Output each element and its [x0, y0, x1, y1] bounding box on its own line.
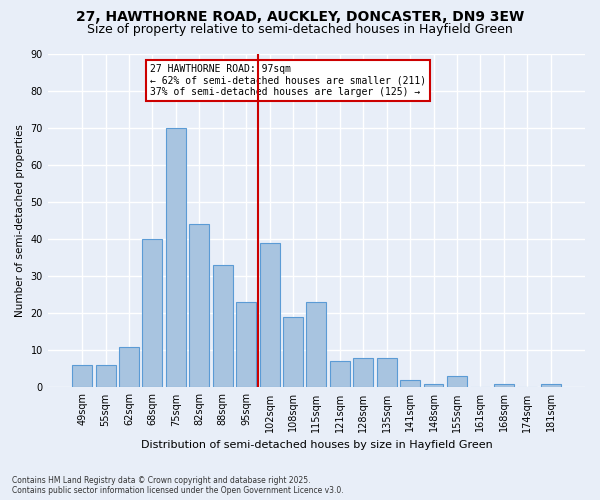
- X-axis label: Distribution of semi-detached houses by size in Hayfield Green: Distribution of semi-detached houses by …: [140, 440, 492, 450]
- Text: 27, HAWTHORNE ROAD, AUCKLEY, DONCASTER, DN9 3EW: 27, HAWTHORNE ROAD, AUCKLEY, DONCASTER, …: [76, 10, 524, 24]
- Bar: [142, 239, 163, 388]
- Text: Size of property relative to semi-detached houses in Hayfield Green: Size of property relative to semi-detach…: [87, 22, 513, 36]
- Bar: [166, 128, 186, 388]
- Bar: [447, 376, 467, 388]
- Bar: [236, 302, 256, 388]
- Bar: [307, 302, 326, 388]
- Bar: [190, 224, 209, 388]
- Bar: [72, 365, 92, 388]
- Bar: [283, 317, 303, 388]
- Bar: [95, 365, 116, 388]
- Y-axis label: Number of semi-detached properties: Number of semi-detached properties: [15, 124, 25, 317]
- Text: Contains HM Land Registry data © Crown copyright and database right 2025.
Contai: Contains HM Land Registry data © Crown c…: [12, 476, 344, 495]
- Bar: [494, 384, 514, 388]
- Bar: [424, 384, 443, 388]
- Bar: [213, 265, 233, 388]
- Bar: [541, 384, 560, 388]
- Bar: [353, 358, 373, 388]
- Bar: [377, 358, 397, 388]
- Bar: [119, 346, 139, 388]
- Bar: [400, 380, 420, 388]
- Bar: [260, 243, 280, 388]
- Bar: [330, 362, 350, 388]
- Text: 27 HAWTHORNE ROAD: 97sqm
← 62% of semi-detached houses are smaller (211)
37% of : 27 HAWTHORNE ROAD: 97sqm ← 62% of semi-d…: [150, 64, 426, 97]
